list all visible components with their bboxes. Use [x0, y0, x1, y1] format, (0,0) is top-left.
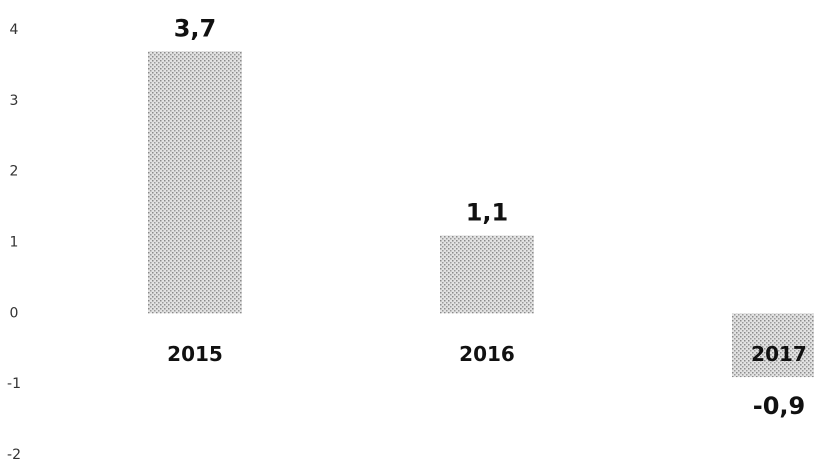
y-tick-label: 3: [10, 93, 19, 109]
y-tick-label: -2: [7, 447, 21, 463]
bar: [732, 313, 814, 378]
bar: [148, 51, 242, 314]
x-tick-label: 2017: [751, 342, 807, 366]
value-label: -0,9: [753, 392, 805, 420]
y-tick-label: 2: [10, 164, 19, 180]
value-label: 3,7: [174, 14, 217, 42]
y-tick-label: -1: [7, 376, 21, 392]
x-tick-label: 2016: [459, 342, 515, 366]
y-tick-label: 0: [10, 305, 19, 321]
x-tick-label: 2015: [167, 342, 223, 366]
value-label: 1,1: [466, 198, 509, 226]
y-tick-label: 1: [10, 235, 19, 251]
y-tick-label: 4: [10, 22, 19, 38]
bar: [440, 235, 534, 314]
